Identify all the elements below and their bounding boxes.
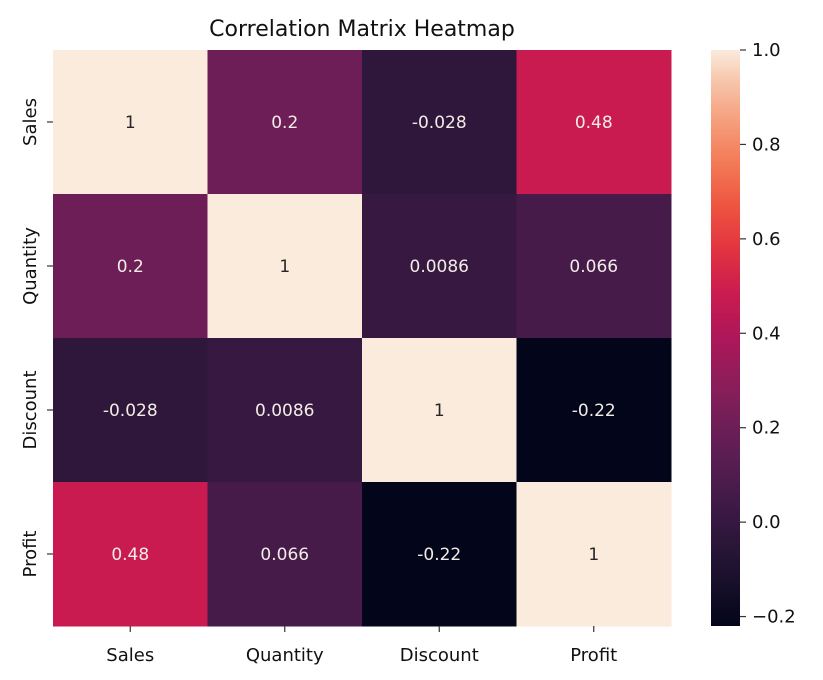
colorbar-tick-label: 0.8 bbox=[752, 134, 781, 155]
heatmap-cell bbox=[362, 338, 517, 483]
x-tick-label: Discount bbox=[400, 645, 479, 666]
cell-annotation: 0.2 bbox=[117, 257, 144, 277]
heatmap-cell bbox=[53, 50, 208, 195]
colorbar-tick-label: 1.0 bbox=[752, 40, 781, 61]
y-axis: Sales Quantity Discount Profit bbox=[20, 98, 53, 577]
y-tick-label: Sales bbox=[20, 98, 41, 146]
colorbar-tick-label: 0.4 bbox=[752, 323, 781, 344]
cell-annotation: 0.2 bbox=[271, 113, 298, 133]
colorbar-gradient bbox=[711, 50, 740, 626]
heatmap-cell bbox=[207, 194, 363, 339]
heatmap-cell bbox=[516, 50, 672, 195]
cell-annotation: -0.22 bbox=[417, 545, 461, 565]
y-tick-label: Discount bbox=[20, 370, 41, 449]
heatmap-cell bbox=[362, 482, 517, 627]
colorbar-tick-label: 0.0 bbox=[752, 512, 781, 533]
colorbar-tick-label: 0.2 bbox=[752, 418, 781, 439]
cell-annotation: 0.066 bbox=[260, 545, 309, 565]
y-tick-label: Quantity bbox=[20, 227, 41, 305]
colorbar-ticks: 1.0 0.8 0.6 0.4 0.2 0.0 −0.2 bbox=[740, 40, 796, 628]
heatmap-cell bbox=[207, 338, 363, 483]
x-axis: Sales Quantity Discount Profit bbox=[106, 626, 617, 666]
heatmap-cell bbox=[516, 338, 672, 483]
cell-annotation: -0.22 bbox=[572, 401, 616, 421]
cell-annotation: 0.48 bbox=[111, 545, 149, 565]
cell-annotations: 1 0.2 -0.028 0.48 0.2 1 0.0086 0.066 -0.028 0.008… bbox=[103, 113, 618, 565]
cell-annotation: -0.028 bbox=[103, 401, 158, 421]
heatmap-cell bbox=[362, 194, 517, 339]
cell-annotation: 1 bbox=[434, 401, 445, 421]
cell-annotation: 1 bbox=[588, 545, 599, 565]
heatmap-cell bbox=[516, 194, 672, 339]
cell-annotation: 0.0086 bbox=[255, 401, 314, 421]
chart-title: Correlation Matrix Heatmap bbox=[209, 17, 515, 42]
cell-annotation: -0.028 bbox=[412, 113, 467, 133]
heatmap-cell bbox=[362, 50, 517, 195]
cell-annotation: 0.066 bbox=[569, 257, 618, 277]
x-tick-label: Sales bbox=[106, 645, 154, 666]
heatmap-cell bbox=[207, 482, 363, 627]
colorbar: 1.0 0.8 0.6 0.4 0.2 0.0 −0.2 bbox=[711, 40, 796, 628]
y-tick-label: Profit bbox=[20, 531, 41, 578]
x-tick-label: Profit bbox=[570, 645, 617, 666]
cell-annotation: 0.48 bbox=[575, 113, 613, 133]
cell-annotation: 1 bbox=[125, 113, 136, 133]
x-tick-label: Quantity bbox=[246, 645, 324, 666]
heatmap-cell bbox=[53, 482, 208, 627]
heatmap-cell bbox=[207, 50, 363, 195]
cell-annotation: 0.0086 bbox=[410, 257, 469, 277]
colorbar-tick-label: 0.6 bbox=[752, 229, 781, 250]
heatmap-cell bbox=[53, 338, 208, 483]
colorbar-tick-label: −0.2 bbox=[752, 607, 796, 628]
heatmap-cell bbox=[53, 194, 208, 339]
heatmap-cells bbox=[53, 50, 672, 627]
heatmap-cell bbox=[516, 482, 672, 627]
cell-annotation: 1 bbox=[279, 257, 290, 277]
